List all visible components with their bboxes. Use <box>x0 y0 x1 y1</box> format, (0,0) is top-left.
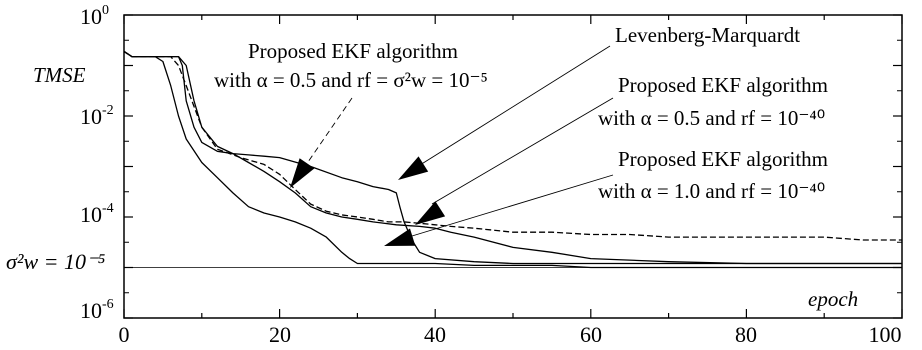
leader-ekf-1.0-r40 <box>411 174 614 237</box>
series-group <box>123 50 902 269</box>
x-axis-label: epoch <box>808 287 858 311</box>
x-tick-label: 0 <box>119 322 130 347</box>
annotation-leaders <box>290 45 614 246</box>
arrowhead-ekf-0.5-sigma <box>290 158 315 188</box>
y-tick-label: 10-2 <box>80 103 114 129</box>
leader-ekf-0.5-r40 <box>431 97 614 205</box>
series-line-1 <box>123 50 902 241</box>
y-ticks <box>124 14 902 319</box>
y-tick-label: 10-4 <box>80 201 114 227</box>
series-line-3 <box>123 50 902 265</box>
y-tick-label: 10-6 <box>80 297 114 323</box>
series-line-2 <box>123 50 902 265</box>
reference-label: σ²w = 10⁻⁵ <box>6 249 106 274</box>
x-tick-label: 100 <box>869 322 902 347</box>
arrowhead-ekf-0.5-r40 <box>415 201 446 225</box>
annotation-ekf-0.5-r40-line1: Proposed EKF algorithm <box>618 73 828 97</box>
annotation-ekf-0.5-r40-line2: with α = 0.5 and rf = 10⁻⁴⁰ <box>598 106 825 130</box>
x-tick-label: 80 <box>735 322 757 347</box>
arrowhead-ekf-1.0-r40 <box>384 228 416 246</box>
series-line-4 <box>123 50 902 269</box>
x-tick-label: 20 <box>269 322 291 347</box>
leader-lm <box>419 45 611 166</box>
annotation-ekf-0.5-sigma-line2: with α = 0.5 and rf = σ²w = 10⁻⁵ <box>214 68 488 92</box>
annotation-lm-line1: Levenberg-Marquardt <box>615 23 800 47</box>
x-tick-label: 60 <box>580 322 602 347</box>
y-tick-label: 100 <box>80 3 109 29</box>
annotation-ekf-1.0-r40-line2: with α = 1.0 and rf = 10⁻⁴⁰ <box>598 179 825 203</box>
arrowhead-lm <box>398 156 429 180</box>
x-tick-label: 40 <box>424 322 446 347</box>
y-axis-label: TMSE <box>33 63 86 87</box>
leader-ekf-0.5-sigma <box>307 97 353 163</box>
annotation-ekf-1.0-r40-line1: Proposed EKF algorithm <box>618 147 828 171</box>
x-ticks <box>123 15 903 318</box>
annotation-ekf-0.5-sigma-line1: Proposed EKF algorithm <box>248 39 458 63</box>
